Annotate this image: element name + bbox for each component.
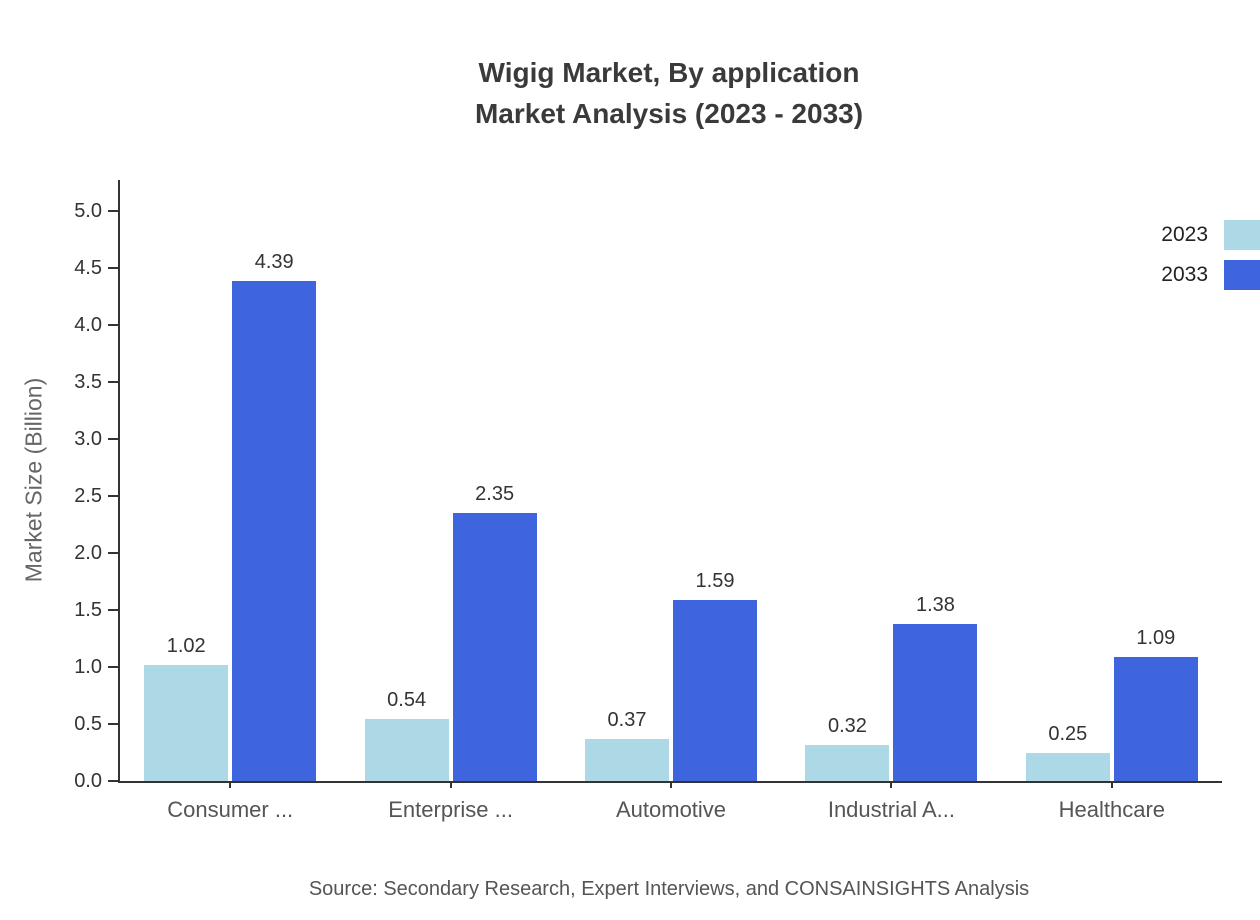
chart-title-line1: Wigig Market, By application [478, 57, 860, 88]
bar-value-label: 1.09 [1136, 626, 1176, 649]
bar-2033-4: 1.38 [893, 594, 978, 781]
chart-title-line2: Market Analysis (2023 - 2033) [474, 98, 864, 129]
bar-value-label: 0.54 [387, 689, 427, 712]
y-tick-label: 1.5 [74, 599, 102, 621]
y-tick-mark [108, 495, 118, 497]
legend: 2023 2033 [1161, 220, 1260, 290]
bar-2033-1: 4.39 [232, 251, 317, 781]
legend-entry-2023: 2023 [1161, 220, 1260, 250]
y-tick-mark [108, 780, 118, 782]
y-tick-label: 2.0 [74, 542, 102, 564]
y-tick-label: 3.5 [74, 371, 102, 393]
plot-area: 1.02 4.39 Consumer ... 0.54 2.35 Enterprise .… [74, 180, 1222, 822]
bar-fill [232, 280, 317, 781]
bar-group: 0.37 1.59 Automotive [561, 211, 781, 822]
legend-swatch [1224, 220, 1260, 250]
y-tick-label: 0.0 [74, 770, 102, 792]
y-tick-label: 4.5 [74, 257, 102, 279]
category-label: Consumer ... [167, 797, 294, 822]
bar-value-label: 0.25 [1048, 722, 1088, 745]
bar-2033-2: 2.35 [452, 483, 537, 781]
bar-fill [585, 738, 670, 781]
bar-value-label: 1.59 [695, 569, 735, 592]
bar-value-label: 1.02 [166, 634, 206, 657]
legend-label: 2023 [1161, 223, 1208, 246]
bar-2023-5: 0.25 [1025, 723, 1110, 781]
bar-value-label: 0.37 [607, 708, 647, 731]
legend-swatch [1224, 260, 1260, 290]
y-tick-mark [108, 552, 118, 554]
bar-2023-4: 0.32 [805, 715, 890, 781]
bar-2023-3: 0.37 [585, 709, 670, 781]
y-tick-mark [108, 324, 118, 326]
y-tick-mark [108, 666, 118, 668]
y-tick-mark [108, 381, 118, 383]
y-tick-mark [108, 438, 118, 440]
y-tick-label: 1.0 [74, 656, 102, 678]
category-label: Healthcare [1058, 797, 1166, 822]
bar-2033-5: 1.09 [1113, 627, 1198, 781]
bar-fill [893, 623, 978, 781]
bar-group: 0.32 1.38 Industrial A... [781, 211, 1001, 822]
bar-2033-3: 1.59 [673, 570, 758, 781]
x-tick-mark [890, 781, 893, 788]
bar-fill [1025, 752, 1110, 781]
y-tick-label: 2.5 [74, 485, 102, 507]
bar-fill [144, 664, 229, 781]
x-tick-mark [670, 781, 673, 788]
bar-2023-1: 1.02 [144, 635, 229, 781]
chart-title: Wigig Market, By application Market Anal… [118, 52, 1220, 134]
bar-fill [1113, 656, 1198, 781]
x-tick-mark [229, 781, 232, 788]
y-tick-mark [108, 723, 118, 725]
bar-fill [673, 599, 758, 781]
bar-group: 0.25 1.09 Healthcare [1002, 211, 1222, 822]
legend-label: 2033 [1161, 263, 1208, 286]
legend-entry-2033: 2033 [1161, 260, 1260, 290]
bar-groups: 1.02 4.39 Consumer ... 0.54 2.35 Enterprise .… [120, 211, 1222, 822]
source-note: Source: Secondary Research, Expert Inter… [308, 878, 1030, 900]
y-tick-label: 0.5 [74, 713, 102, 735]
bar-fill [452, 513, 537, 781]
x-tick-mark [449, 781, 452, 788]
y-tick-mark [108, 210, 118, 212]
category-label: Automotive [615, 797, 727, 822]
bar-value-label: 1.38 [915, 593, 955, 616]
bar-group: 0.54 2.35 Enterprise ... [340, 211, 560, 822]
x-tick-mark [1110, 781, 1113, 788]
bar-value-label: 0.32 [827, 714, 867, 737]
category-label: Enterprise ... [388, 797, 513, 822]
bar-value-label: 2.35 [475, 483, 515, 506]
bar-2023-2: 0.54 [364, 689, 449, 781]
bar-value-label: 4.39 [254, 250, 294, 273]
y-tick-mark [108, 609, 118, 611]
y-tick-label: 3.0 [74, 428, 102, 450]
category-label: Industrial A... [827, 797, 956, 822]
y-tick-label: 5.0 [74, 200, 102, 222]
bar-group: 1.02 4.39 Consumer ... [120, 211, 340, 822]
y-tick-mark [108, 267, 118, 269]
bar-fill [364, 719, 449, 781]
bar-fill [805, 744, 890, 781]
y-tick-label: 4.0 [74, 314, 102, 336]
